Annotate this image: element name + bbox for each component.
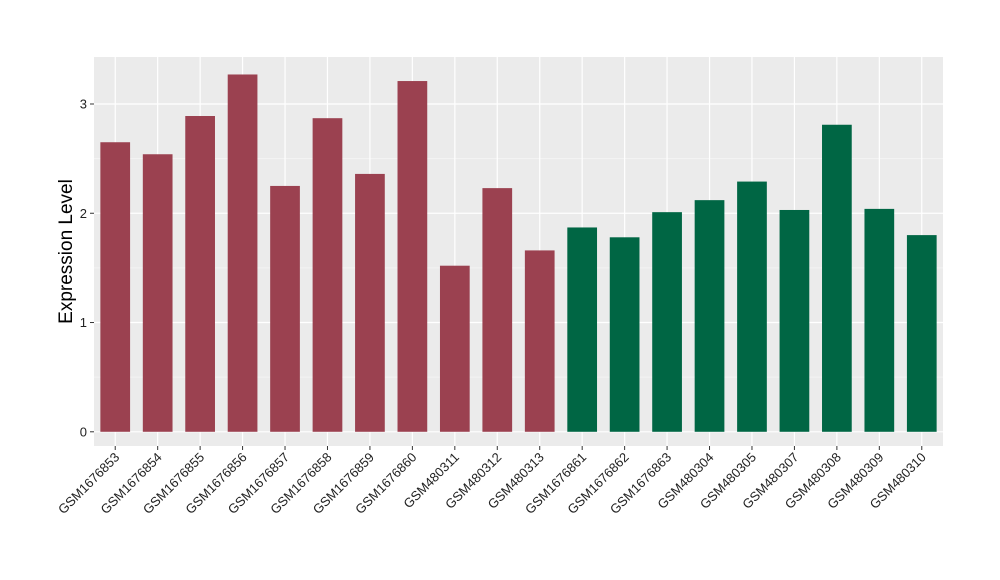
bar-GSM480313 (524, 250, 555, 432)
bar-GSM480310 (906, 235, 937, 432)
bar-GSM480311 (439, 265, 470, 432)
y-tick-label: 1 (80, 315, 87, 330)
bar-GSM1676856 (227, 74, 258, 432)
bar-GSM480304 (694, 200, 725, 432)
y-axis-title: Expression Level (56, 179, 77, 324)
bars (100, 74, 937, 432)
bar-GSM1676854 (142, 154, 173, 432)
bar-GSM1676859 (355, 173, 385, 432)
bar-GSM1676858 (312, 118, 343, 432)
bar-GSM480309 (864, 208, 895, 432)
bar-GSM1676860 (397, 81, 428, 432)
bar-GSM1676863 (652, 212, 682, 432)
bar-GSM1676861 (567, 227, 598, 432)
y-tick-label: 2 (80, 206, 87, 221)
bar-GSM480312 (482, 188, 513, 432)
bar-GSM480305 (737, 181, 767, 432)
plot-panel (94, 57, 943, 446)
bar-GSM480308 (822, 124, 852, 432)
bar-GSM1676857 (270, 185, 300, 432)
bar-GSM1676862 (609, 237, 640, 432)
bar-GSM480307 (779, 209, 810, 432)
y-tick-label: 0 (80, 424, 87, 439)
y-tick-label: 3 (80, 96, 87, 111)
bar-GSM1676853 (100, 142, 131, 432)
bar-GSM1676855 (185, 116, 215, 432)
x-axis: GSM1676853GSM1676854GSM1676855GSM1676856… (55, 446, 929, 517)
y-axis: 0 1 2 3 (80, 96, 94, 439)
